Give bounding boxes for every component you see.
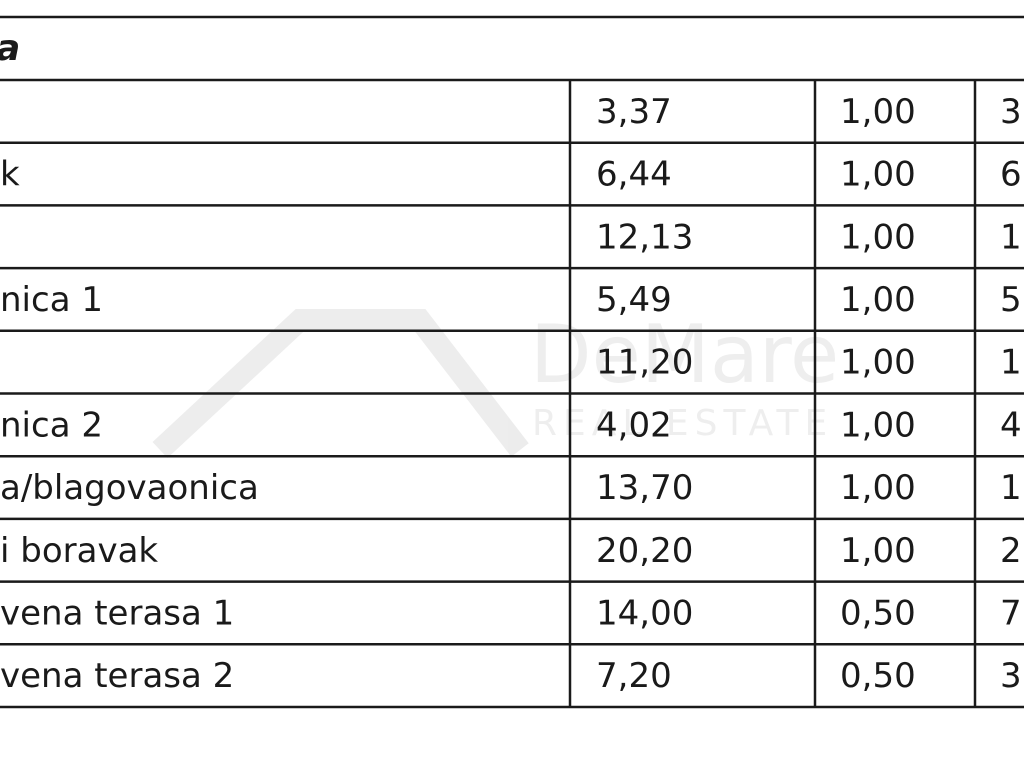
watermark: DeMare REAL ESTATE	[152, 308, 839, 459]
cell-value: 20,20	[596, 531, 693, 571]
cell-value: 1,00	[840, 343, 916, 383]
room-name: nica 2	[0, 405, 103, 445]
watermark-logo	[152, 309, 529, 459]
cell-value: 4,02	[596, 405, 672, 445]
table-grid	[0, 15, 1024, 709]
cell-value: 1,00	[840, 531, 916, 571]
cell-value: 6,44	[596, 155, 672, 195]
table-body: 3,37 1,00 3 k 6,44 1,00 6 12,13 1,00 1 nica 1 5,49 1…	[0, 92, 1022, 696]
cell-value: 1	[1000, 468, 1022, 508]
cell-value: 3,37	[596, 92, 672, 132]
cell-value: 1,00	[840, 405, 916, 445]
room-name: a/blagovaonica	[0, 468, 259, 508]
cell-value: 4	[1000, 405, 1022, 445]
cell-value: 3	[1000, 656, 1022, 696]
cell-value: 1,00	[840, 92, 916, 132]
cell-value: 3	[1000, 92, 1022, 132]
cell-value: 7,20	[596, 656, 672, 696]
cell-value: 1	[1000, 343, 1022, 383]
room-name: k	[0, 155, 20, 195]
cell-value: 13,70	[596, 468, 693, 508]
watermark-tagline: REAL ESTATE	[532, 403, 833, 444]
room-name: nica 1	[0, 280, 103, 320]
watermark-name: DeMare	[530, 308, 839, 401]
cell-value: 5,49	[596, 280, 672, 320]
cell-value: 1	[1000, 217, 1022, 257]
cell-value: 0,50	[840, 656, 916, 696]
room-name: vena terasa 1	[0, 593, 234, 633]
cell-value: 2	[1000, 531, 1022, 571]
cell-value: 7	[1000, 593, 1022, 633]
room-name: i boravak	[0, 531, 158, 571]
cell-value: 14,00	[596, 593, 693, 633]
cell-value: 12,13	[596, 217, 693, 257]
room-name: vena terasa 2	[0, 656, 234, 696]
cell-value: 6	[1000, 155, 1022, 195]
cell-value: 1,00	[840, 468, 916, 508]
table-header: a	[0, 28, 20, 69]
cell-value: 1,00	[840, 280, 916, 320]
cell-value: 5	[1000, 280, 1022, 320]
cell-value: 0,50	[840, 593, 916, 633]
cell-value: 1,00	[840, 217, 916, 257]
cell-value: 1,00	[840, 155, 916, 195]
cell-value: 11,20	[596, 343, 693, 383]
